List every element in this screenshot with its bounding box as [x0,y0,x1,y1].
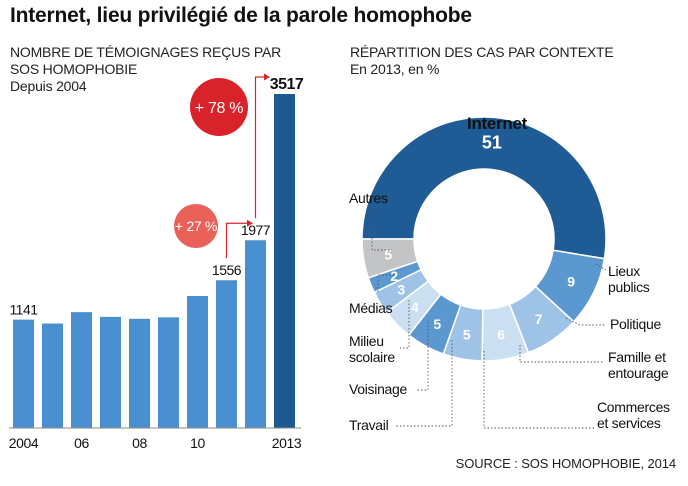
source-note: SOURCE : SOS HOMOPHOBIE, 2014 [455,456,676,471]
slice-autres [361,238,419,279]
tick-label-2008: 08 [132,435,147,451]
bar-2007 [100,316,121,428]
annotation-arrow-27 [247,219,253,227]
bar-chart-subtitle: Depuis 2004 [10,78,87,94]
annotation-badge-78 [190,78,248,136]
label-milieu-scolaire-line-1: Milieu [349,333,384,349]
slice-value-internet: 51 [482,132,502,152]
donut-chart-subtitle: En 2013, en % [350,61,440,77]
leader-autres [371,210,392,251]
annotation-connector-27 [225,222,249,259]
bar-2005 [42,323,63,428]
label-voisinage: Voisinage [349,381,408,397]
annotation-label-78: + 78 % [195,100,244,117]
bar-2009 [158,317,179,428]
value-label-2012: 1977 [241,222,271,238]
chart-title: Internet, lieu privilégié de la parole h… [10,4,472,27]
label-commerces-line-1: Commerces [597,399,670,415]
tick-label-2004: 2004 [9,435,39,451]
label-internet: Internet [467,114,528,133]
annotation-badge-27 [174,204,218,248]
donut-chart: 51976554325InternetLieuxpublicsPolitique… [349,114,670,433]
label-commerces-line-2: et services [597,415,661,431]
bar-chart: 1141 1556 1977 3517 2004 06 08 10 2013 + 27 % + 78… [9,73,304,451]
bar-chart-title: NOMBRE DE TÉMOIGNAGES REÇUS PAR SOS HOMO… [10,44,281,77]
tick-label-2006: 06 [74,435,89,451]
annotation-label-27: + 27 % [175,218,217,234]
slice-value-autres: 5 [384,247,392,263]
bar-2011 [216,280,237,428]
bar-2013 [274,94,295,428]
label-travail: Travail [349,417,389,433]
label-politique: Politique [610,316,662,332]
slice-value-lieux-publics: 9 [567,273,575,289]
bar-2006 [71,312,92,428]
slice-value-commerces-et-services: 5 [463,326,471,342]
slice-value-politique: 7 [535,311,543,327]
slice-value-travail: 5 [433,316,441,332]
bar-chart-header: NOMBRE DE TÉMOIGNAGES REÇUS PAR SOS HOMO… [10,44,310,95]
label-autres: Autres [349,190,388,206]
leader-commerces [483,351,594,429]
label-lieux-publics-line-1: Lieux [608,263,640,279]
leader-travail [396,340,453,427]
leader-politique [565,317,606,326]
slice-value-médias: 2 [390,268,398,284]
slice-value-milieu-scolaire: 3 [397,282,405,298]
annotation-arrow-78 [264,73,270,81]
value-label-2004: 1141 [9,302,38,318]
tick-label-2013: 2013 [272,435,302,451]
slice-value-voisinage: 4 [411,299,419,315]
slice-internet [361,116,607,260]
bar-2004 [13,319,34,428]
label-milieu-scolaire-line-2: scolaire [349,349,395,365]
bar-2010 [187,295,208,428]
annotation-connector-78 [254,76,266,219]
label-famille-line-2: entourage [608,365,669,381]
leader-milieu-scolaire [400,300,410,349]
label-lieux-publics-line-2: publics [608,279,650,295]
leader-voisinage [416,322,429,391]
slice-value-famille-et-entourage: 6 [497,326,505,342]
tick-label-2010: 10 [190,435,205,451]
value-label-2013: 3517 [270,76,304,93]
donut-chart-header: RÉPARTITION DES CAS PAR CONTEXTE En 2013… [350,44,670,78]
label-medias: Médias [349,300,393,316]
bar-2008 [129,318,150,428]
value-label-2011: 1556 [212,262,242,278]
bar-2012 [245,240,266,428]
label-famille-line-1: Famille et [608,349,666,365]
donut-chart-title: RÉPARTITION DES CAS PAR CONTEXTE [350,44,614,60]
